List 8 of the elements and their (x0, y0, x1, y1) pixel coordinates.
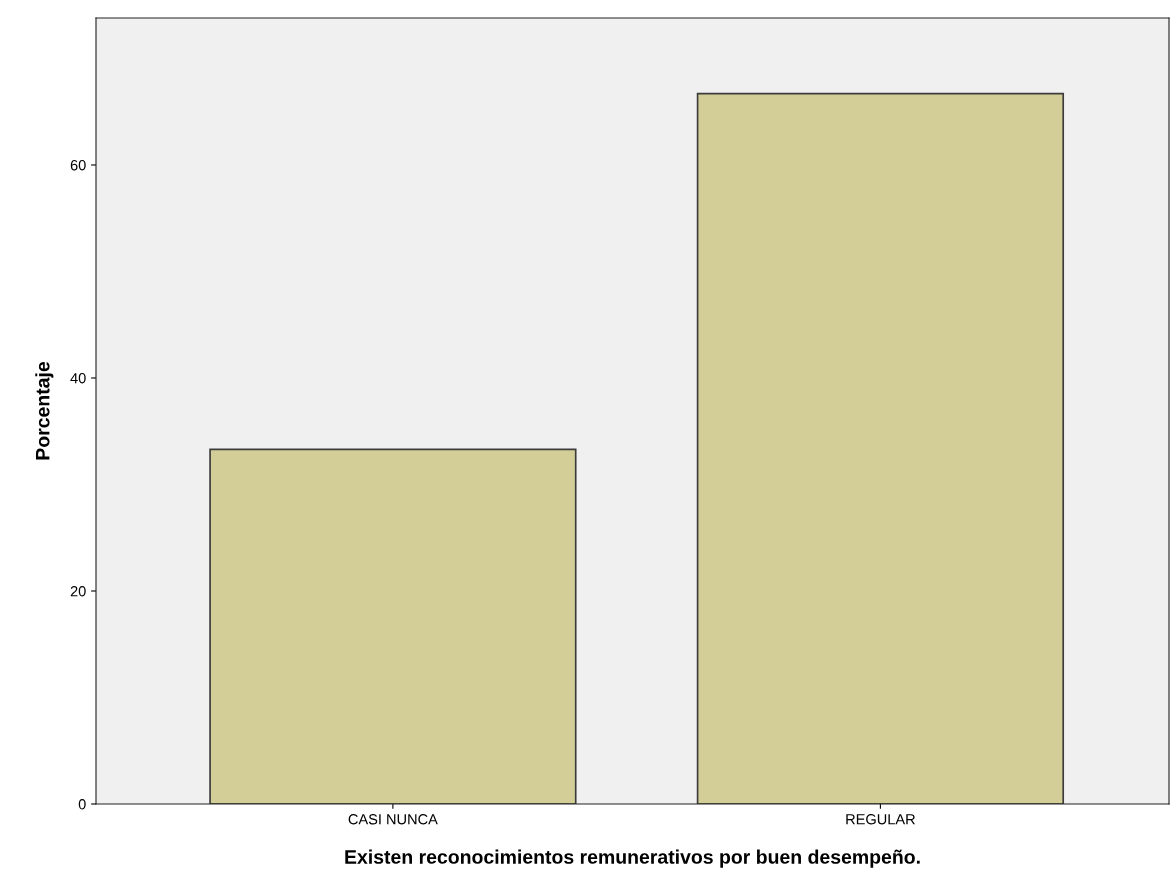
y-tick-label: 0 (78, 799, 86, 810)
y-axis-title: Porcentaje (35, 361, 54, 460)
y-tick-label: 40 (70, 373, 86, 384)
x-tick-label: REGULAR (846, 814, 915, 825)
y-tick-label: 60 (70, 160, 86, 171)
x-axis-title: Existen reconocimientos remunerativos por buen desempeño. (345, 849, 920, 868)
x-tick-label: CASI NUNCA (348, 814, 438, 825)
y-tick-label: 20 (70, 586, 86, 597)
